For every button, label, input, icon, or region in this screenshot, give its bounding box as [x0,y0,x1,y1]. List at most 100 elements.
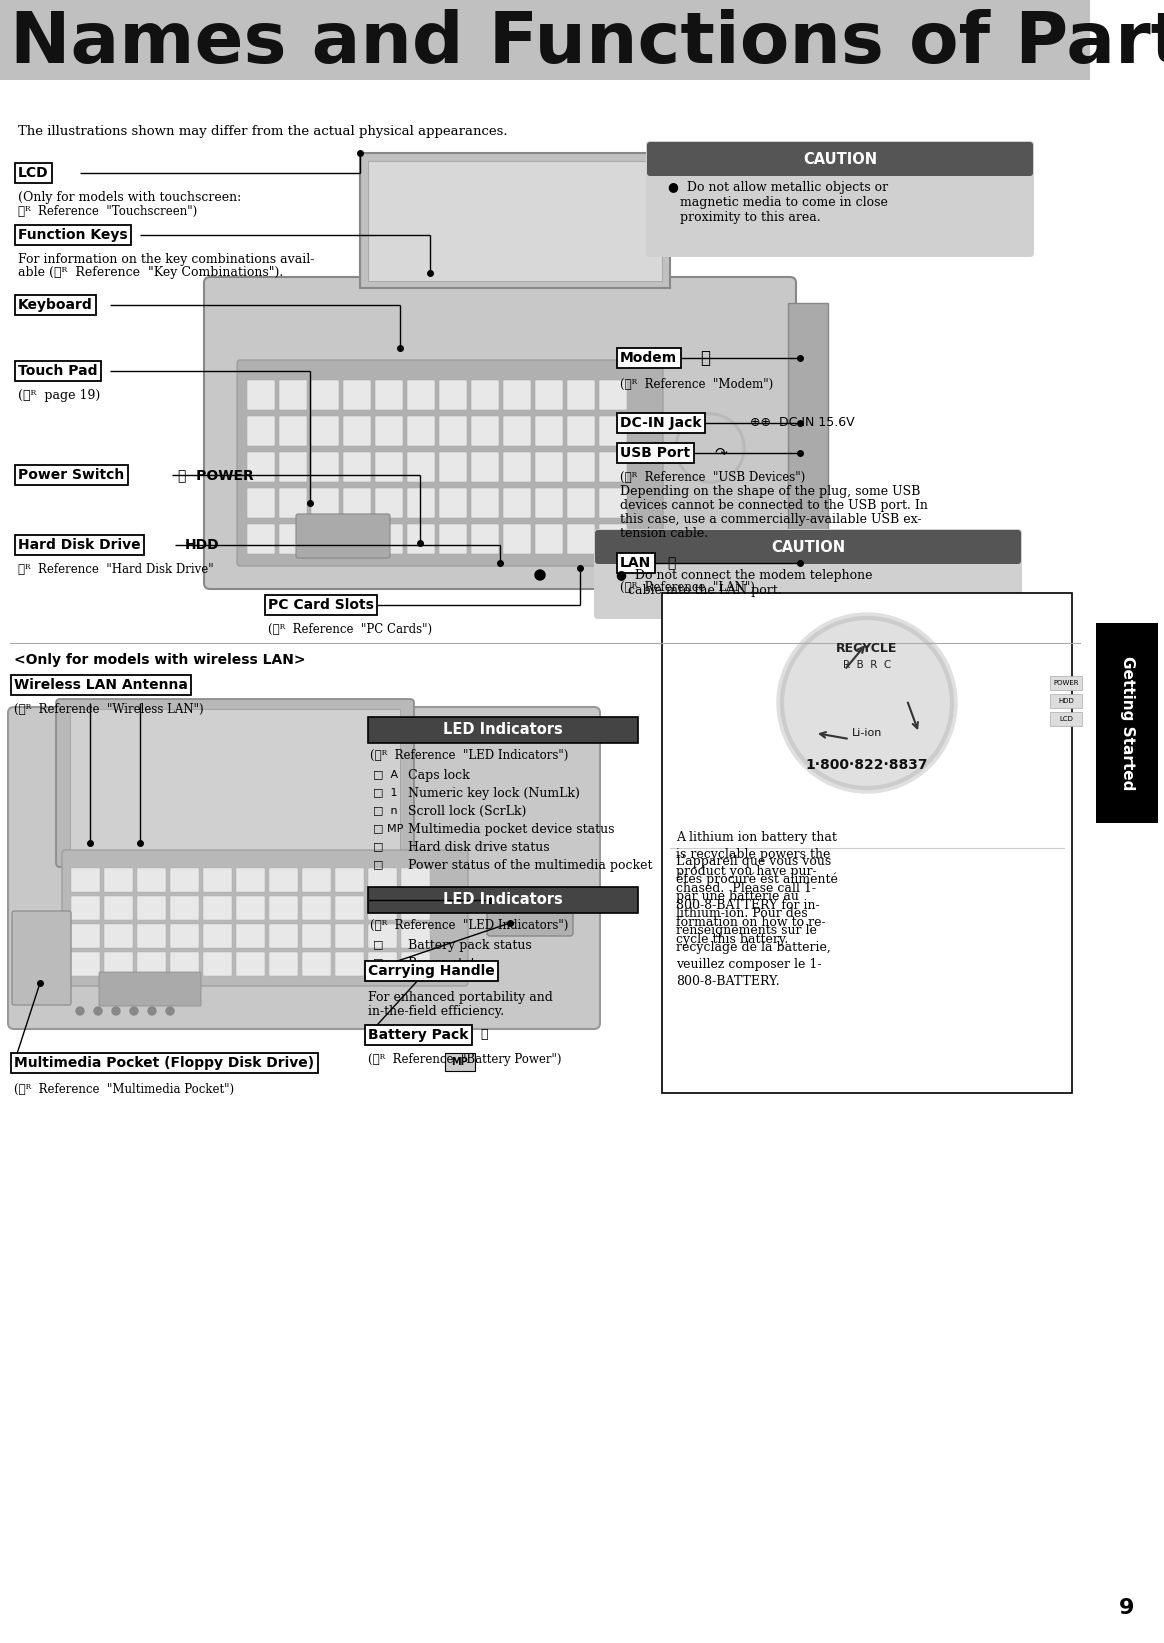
FancyBboxPatch shape [407,416,435,445]
Text: ὚: ὚ [667,555,675,570]
FancyBboxPatch shape [99,973,201,1006]
FancyBboxPatch shape [137,923,166,948]
Text: For enhanced portability and: For enhanced portability and [368,991,553,1004]
Text: (Only for models with touchscreen:: (Only for models with touchscreen: [17,191,241,204]
Text: Power status of the multimedia pocket: Power status of the multimedia pocket [409,859,653,872]
Text: Battery pack status: Battery pack status [409,940,532,951]
FancyBboxPatch shape [402,868,430,892]
FancyBboxPatch shape [279,524,307,554]
FancyBboxPatch shape [170,951,199,976]
Text: Function Keys: Function Keys [17,228,128,242]
Circle shape [675,412,745,483]
FancyBboxPatch shape [311,416,339,445]
FancyBboxPatch shape [535,452,563,481]
FancyBboxPatch shape [335,895,364,920]
FancyBboxPatch shape [269,895,298,920]
FancyBboxPatch shape [439,416,467,445]
FancyBboxPatch shape [407,488,435,518]
FancyBboxPatch shape [439,380,467,411]
FancyBboxPatch shape [599,416,627,445]
Text: ●  Do not connect the modem telephone
   cable into the LAN port.: ● Do not connect the modem telephone cab… [616,568,873,596]
Text: For information on the key combinations avail-: For information on the key combinations … [17,253,314,266]
Text: Battery Pack: Battery Pack [368,1029,468,1042]
FancyBboxPatch shape [269,923,298,948]
FancyBboxPatch shape [104,923,133,948]
Text: Multimedia Pocket (Floppy Disk Drive): Multimedia Pocket (Floppy Disk Drive) [14,1056,314,1070]
FancyBboxPatch shape [104,868,133,892]
FancyBboxPatch shape [375,380,403,411]
Text: (☎ᴿ  Reference  "Battery Power"): (☎ᴿ Reference "Battery Power") [368,1053,561,1066]
FancyBboxPatch shape [503,380,531,411]
Text: (☎ᴿ  Reference  "LAN"): (☎ᴿ Reference "LAN") [620,582,755,595]
Text: ⊕⊕  DC IN 15.6V: ⊕⊕ DC IN 15.6V [750,416,854,429]
FancyBboxPatch shape [503,488,531,518]
Text: LCD: LCD [17,166,49,181]
Text: (☎ᴿ  Reference  "PC Cards"): (☎ᴿ Reference "PC Cards") [268,623,432,636]
FancyBboxPatch shape [503,452,531,481]
FancyBboxPatch shape [70,710,400,858]
FancyBboxPatch shape [343,524,371,554]
Text: ☎ᴿ  Reference  "Hard Disk Drive": ☎ᴿ Reference "Hard Disk Drive" [17,564,214,577]
FancyBboxPatch shape [407,380,435,411]
FancyBboxPatch shape [296,514,390,559]
Text: ↷: ↷ [714,445,726,460]
FancyBboxPatch shape [71,951,100,976]
Circle shape [130,1007,139,1015]
FancyBboxPatch shape [71,868,100,892]
FancyBboxPatch shape [301,951,331,976]
FancyBboxPatch shape [247,488,275,518]
FancyBboxPatch shape [535,380,563,411]
FancyBboxPatch shape [236,923,265,948]
FancyBboxPatch shape [368,887,638,914]
FancyBboxPatch shape [279,452,307,481]
Circle shape [148,1007,156,1015]
Text: in-the-field efficiency.: in-the-field efficiency. [368,1006,504,1019]
FancyBboxPatch shape [204,278,796,588]
Text: (☎ᴿ  Reference  "Modem"): (☎ᴿ Reference "Modem") [620,378,773,391]
FancyBboxPatch shape [247,380,275,411]
Text: Carrying Handle: Carrying Handle [368,964,495,978]
FancyBboxPatch shape [279,380,307,411]
FancyBboxPatch shape [595,531,1021,564]
FancyBboxPatch shape [487,910,573,937]
FancyBboxPatch shape [599,488,627,518]
FancyBboxPatch shape [647,141,1032,176]
Text: □ MP: □ MP [372,823,404,833]
FancyBboxPatch shape [335,868,364,892]
Text: devices cannot be connected to the USB port. In: devices cannot be connected to the USB p… [620,499,928,513]
Text: ⚾: ⚾ [480,1029,488,1042]
FancyBboxPatch shape [439,524,467,554]
FancyBboxPatch shape [535,488,563,518]
FancyBboxPatch shape [375,416,403,445]
FancyBboxPatch shape [471,452,499,481]
Text: Keyboard: Keyboard [17,297,93,312]
FancyBboxPatch shape [236,951,265,976]
FancyBboxPatch shape [236,868,265,892]
Text: R  B  R  C: R B R C [843,660,892,670]
Text: Names and Functions of Parts: Names and Functions of Parts [10,8,1164,77]
FancyBboxPatch shape [311,452,339,481]
FancyBboxPatch shape [503,416,531,445]
Text: CAUTION: CAUTION [803,151,876,166]
FancyBboxPatch shape [343,452,371,481]
FancyBboxPatch shape [269,951,298,976]
FancyBboxPatch shape [567,416,595,445]
Text: ☎: ☎ [700,350,710,366]
FancyBboxPatch shape [368,923,397,948]
Text: HDD: HDD [185,537,220,552]
Text: Caps lock: Caps lock [409,769,470,782]
Text: LAN: LAN [620,555,651,570]
Text: Wireless LAN Antenna: Wireless LAN Antenna [14,679,187,692]
Polygon shape [368,161,662,281]
Circle shape [112,1007,120,1015]
FancyBboxPatch shape [203,895,232,920]
FancyBboxPatch shape [170,868,199,892]
Text: MP: MP [452,1056,468,1066]
FancyBboxPatch shape [247,452,275,481]
Text: RECYCLE: RECYCLE [836,641,897,654]
FancyBboxPatch shape [137,895,166,920]
Text: □  n: □ n [372,805,398,815]
FancyBboxPatch shape [301,923,331,948]
FancyBboxPatch shape [535,416,563,445]
FancyBboxPatch shape [407,524,435,554]
